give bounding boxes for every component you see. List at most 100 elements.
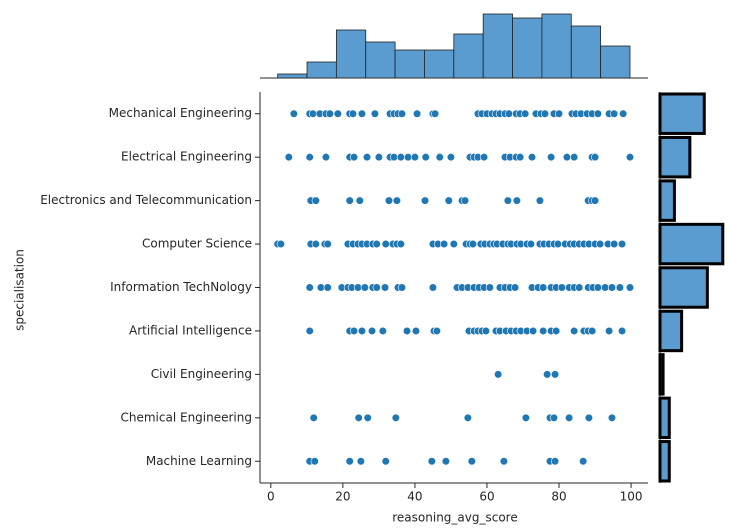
- point: [504, 109, 514, 118]
- point: [378, 326, 387, 336]
- hist-bar: [570, 25, 602, 79]
- point: [411, 326, 421, 336]
- y-tick-label: Machine Learning: [146, 454, 252, 468]
- hist-bar: [541, 13, 572, 79]
- point: [595, 239, 605, 249]
- point: [615, 283, 624, 292]
- point: [521, 413, 530, 422]
- point: [323, 239, 332, 249]
- point: [617, 326, 627, 336]
- hist-bar: [658, 396, 671, 440]
- x-tick-label: 60: [479, 490, 494, 504]
- point: [550, 457, 560, 466]
- point: [550, 370, 560, 379]
- point: [446, 153, 456, 162]
- point: [570, 326, 579, 336]
- point: [590, 196, 600, 205]
- y-tick-label: Civil Engineering: [151, 367, 252, 381]
- point: [526, 239, 536, 249]
- point: [527, 153, 537, 162]
- point: [380, 283, 390, 292]
- point: [381, 239, 390, 249]
- point: [289, 109, 298, 118]
- point: [463, 413, 472, 422]
- hist-bar: [453, 33, 484, 79]
- hist-bar: [658, 135, 692, 179]
- point: [619, 109, 628, 118]
- point: [512, 196, 521, 205]
- point: [516, 153, 525, 162]
- point: [323, 283, 332, 292]
- point: [467, 457, 476, 466]
- point: [348, 109, 358, 118]
- point: [617, 239, 627, 249]
- point: [607, 283, 617, 292]
- point: [552, 326, 561, 336]
- point: [372, 283, 381, 292]
- point: [584, 413, 594, 422]
- point: [432, 326, 441, 336]
- point: [481, 326, 490, 336]
- point: [604, 326, 614, 336]
- point: [535, 196, 545, 205]
- point: [554, 109, 564, 118]
- point: [468, 239, 478, 249]
- y-tick-label: Electrical Engineering: [121, 150, 252, 164]
- hist-bar: [658, 222, 725, 266]
- point: [593, 283, 603, 292]
- point: [553, 239, 563, 249]
- point: [372, 239, 381, 249]
- point: [510, 283, 520, 292]
- point: [384, 196, 394, 205]
- point: [309, 413, 318, 422]
- point: [397, 283, 407, 292]
- point: [305, 283, 314, 292]
- point: [284, 153, 293, 162]
- point: [444, 196, 453, 205]
- hist-bar: [658, 266, 709, 309]
- point: [391, 413, 400, 422]
- point: [610, 239, 619, 249]
- point: [420, 196, 430, 205]
- point: [435, 153, 444, 162]
- point: [439, 239, 449, 249]
- point: [562, 153, 572, 162]
- hist-bar: [658, 309, 684, 353]
- point: [370, 109, 380, 118]
- point: [325, 109, 334, 118]
- hist-bar: [424, 49, 455, 79]
- hist-bar: [365, 41, 396, 79]
- x-axis-label: reasoning_avg_score: [392, 511, 517, 525]
- point: [588, 326, 597, 336]
- point: [374, 153, 383, 162]
- point: [579, 457, 588, 466]
- hist-bar: [658, 353, 665, 396]
- point: [494, 370, 503, 379]
- x-tick-label: 100: [620, 490, 643, 504]
- point: [460, 196, 470, 205]
- point: [389, 153, 399, 162]
- y-tick-label: Computer Science: [142, 237, 252, 251]
- point: [349, 326, 359, 336]
- point: [412, 109, 422, 118]
- point: [305, 153, 314, 162]
- y-tick-label: Mechanical Engineering: [109, 106, 252, 120]
- point: [357, 109, 367, 118]
- point: [539, 326, 548, 336]
- point: [610, 109, 619, 118]
- point: [321, 153, 331, 162]
- point: [308, 109, 318, 118]
- point: [357, 326, 367, 336]
- point: [499, 457, 508, 466]
- point: [590, 153, 600, 162]
- point: [441, 457, 450, 466]
- point: [403, 153, 413, 162]
- hist-bar: [306, 61, 337, 79]
- point: [428, 283, 438, 292]
- point: [546, 153, 556, 162]
- point: [625, 153, 635, 162]
- point: [528, 326, 538, 336]
- y-tick-label: Chemical Engineering: [121, 410, 253, 424]
- point: [625, 283, 635, 292]
